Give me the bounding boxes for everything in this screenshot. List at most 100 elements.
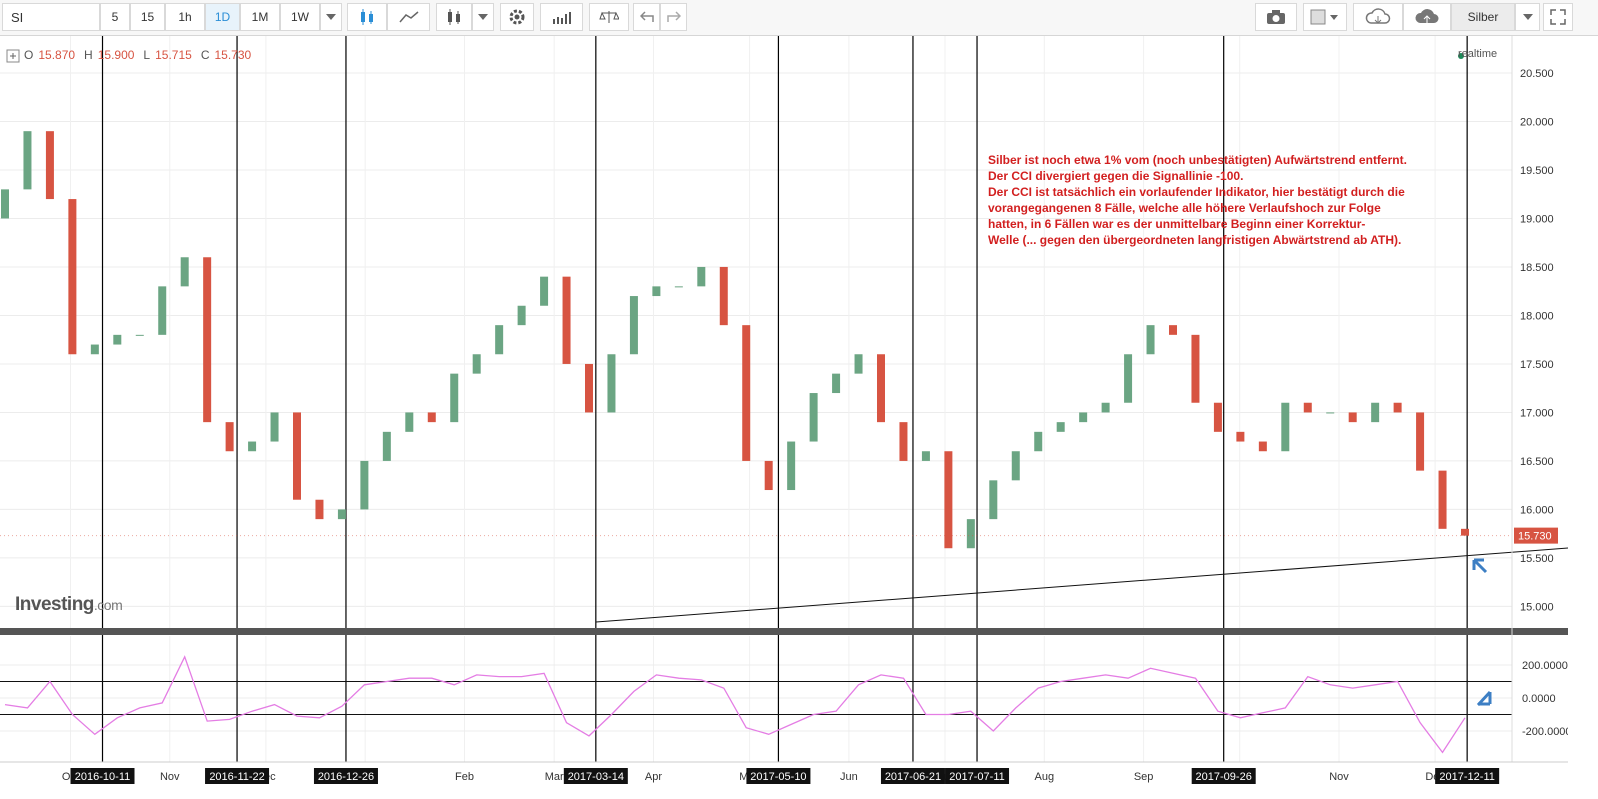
symbol-input[interactable]: SI	[2, 3, 100, 31]
interval-button[interactable]: 1h	[165, 3, 205, 31]
annotation-line: Der CCI ist tatsächlich ein vorlaufender…	[988, 185, 1405, 199]
candle	[629, 296, 638, 355]
icon	[1415, 9, 1439, 23]
candles-button[interactable]	[347, 3, 387, 31]
cci-tick-label: 200.0000	[1522, 660, 1568, 672]
candle	[337, 509, 346, 520]
candle	[270, 412, 279, 442]
icon	[398, 11, 418, 23]
annotation-line: hatten, in 6 Fällen war es der unmittelb…	[988, 217, 1366, 231]
candle	[652, 286, 661, 297]
x-tick-label: Nov	[160, 771, 180, 783]
y-tick-label: 17.500	[1520, 359, 1554, 371]
icon	[639, 11, 654, 22]
candle	[1461, 528, 1469, 536]
icon	[509, 9, 525, 25]
candle	[719, 266, 728, 326]
candle	[293, 412, 301, 500]
icon	[552, 12, 571, 24]
icon	[1365, 8, 1391, 24]
indicators-button[interactable]	[540, 3, 583, 31]
compare-button[interactable]	[589, 3, 629, 31]
candle	[674, 286, 683, 288]
candle	[1079, 412, 1088, 423]
candle	[135, 334, 144, 336]
icon	[1310, 9, 1338, 25]
redo-button[interactable]	[660, 3, 687, 31]
settings-button[interactable]	[500, 3, 534, 31]
load-button[interactable]	[1353, 3, 1403, 31]
y-tick-label: 16.000	[1520, 504, 1554, 516]
toolbar: SI	[0, 0, 1598, 36]
right-strip	[1568, 36, 1598, 799]
marker-label: 2017-09-26	[1196, 771, 1252, 783]
candle	[158, 286, 167, 335]
bars-button[interactable]	[436, 3, 472, 31]
instrument-button[interactable]: Silber	[1451, 3, 1515, 31]
candle	[1438, 470, 1447, 529]
y-tick-label: 18.500	[1520, 262, 1554, 274]
candle	[1011, 451, 1020, 481]
cci-pane	[0, 655, 1512, 754]
y-tick-label: 19.500	[1520, 165, 1554, 177]
logo: Investing.com	[15, 594, 123, 616]
candle	[405, 412, 414, 432]
snapshot-button[interactable]	[1255, 3, 1297, 31]
candle	[1213, 402, 1222, 432]
icon	[448, 9, 460, 25]
ohlc-value: 15.900	[97, 48, 135, 62]
layout-button[interactable]	[1303, 3, 1347, 31]
y-tick-label: 20.500	[1520, 68, 1554, 80]
marker-label-bg	[880, 768, 945, 784]
interval-button[interactable]: 15	[130, 3, 165, 31]
x-tick-label: Nov	[1329, 771, 1349, 783]
annotation-line: Silber ist noch etwa 1% vom (noch unbest…	[988, 153, 1407, 167]
arrows	[1472, 558, 1492, 707]
marker-label: 2017-05-10	[750, 771, 806, 783]
candle	[1236, 431, 1245, 442]
pane-separator	[0, 628, 1568, 635]
candle	[1191, 334, 1200, 403]
interval-dropdown[interactable]	[320, 3, 342, 31]
candle	[1281, 402, 1290, 452]
candle	[45, 131, 54, 200]
line-chart-button[interactable]	[387, 3, 430, 31]
candle	[23, 131, 32, 190]
undo-button[interactable]	[633, 3, 660, 31]
marker-label-bg	[70, 768, 135, 784]
icon	[361, 9, 373, 25]
interval-button[interactable]: 1W	[280, 3, 320, 31]
interval-button[interactable]: 1D	[205, 3, 240, 31]
save-button[interactable]	[1403, 3, 1451, 31]
candle	[225, 422, 234, 452]
candle	[1, 189, 9, 219]
y-tick-label: 16.500	[1520, 456, 1554, 468]
x-tick-label: Apr	[645, 771, 662, 783]
marker-label-bg	[1191, 768, 1256, 784]
candles	[1, 131, 1469, 549]
chart-type-dropdown[interactable]	[472, 3, 494, 31]
y-tick-label: 15.500	[1520, 553, 1554, 565]
candle	[540, 276, 549, 306]
candle	[877, 354, 885, 423]
candle	[180, 257, 189, 287]
markers	[101, 36, 1468, 762]
caret	[1522, 14, 1533, 20]
cci-tick-label: -200.0000	[1522, 726, 1572, 738]
annotation-line: Der CCI divergiert gegen die Signallinie…	[988, 169, 1244, 183]
interval-button[interactable]: 5	[100, 3, 130, 31]
fullscreen-button[interactable]	[1543, 3, 1573, 31]
candle	[764, 460, 773, 491]
y-tick-label: 20.000	[1520, 116, 1554, 128]
marker-label: 2016-11-22	[209, 771, 264, 783]
candle	[382, 431, 391, 461]
candle	[809, 393, 818, 442]
caret	[478, 14, 488, 20]
interval-button[interactable]: 1M	[240, 3, 280, 31]
marker-label: 2017-06-21	[885, 771, 941, 783]
instrument-dropdown[interactable]	[1515, 3, 1540, 31]
candle	[1056, 422, 1065, 432]
annotation-line: vorangegangenen 8 Fälle, welche alle höh…	[988, 201, 1381, 215]
